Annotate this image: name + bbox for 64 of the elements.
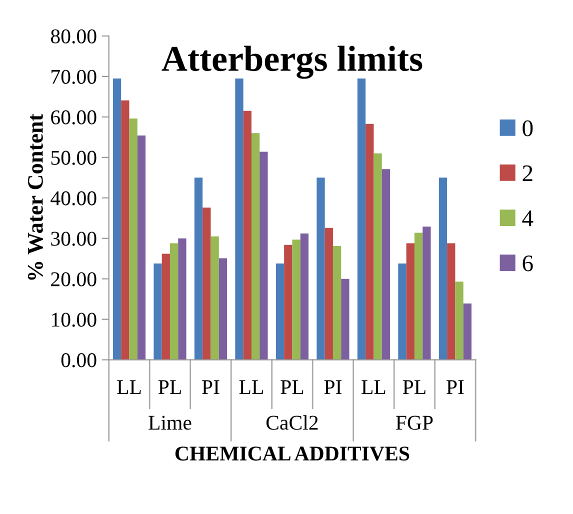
bar (382, 169, 390, 360)
bar (260, 152, 268, 360)
bar (202, 208, 211, 360)
text: Lime (148, 416, 192, 430)
x-tick-label: PL (158, 380, 181, 394)
bar (398, 263, 406, 360)
bar (178, 238, 186, 360)
bar (154, 263, 162, 360)
bar (112, 78, 122, 360)
bar (463, 304, 472, 360)
x-tick-label: PL (402, 380, 426, 394)
bar (341, 278, 350, 360)
bar (284, 244, 292, 360)
x-tick-label: PI (446, 380, 464, 394)
bar (300, 234, 309, 360)
bar (210, 236, 219, 360)
bar (170, 243, 178, 360)
y-tick-label: 0.00 (61, 353, 96, 368)
y-tick-label: 80.00 (50, 29, 96, 44)
bar (438, 178, 448, 360)
bar (276, 263, 284, 360)
bar (406, 243, 414, 360)
bar (243, 110, 252, 360)
legend-label: 4 (522, 210, 534, 226)
bar (121, 100, 130, 360)
bar (162, 254, 170, 360)
x-tick-label: PI (324, 380, 342, 394)
bar (332, 246, 342, 360)
bar (316, 178, 325, 360)
chart-title: Atterbergs limits (162, 46, 422, 79)
bar (194, 178, 203, 360)
x-tick-label: PI (202, 380, 220, 394)
x-tick-label: LL (239, 380, 263, 394)
bar (235, 78, 244, 360)
bar (414, 232, 423, 360)
bar (357, 78, 366, 360)
bar (447, 243, 456, 360)
y-tick-label: 30.00 (51, 232, 96, 246)
bar (422, 226, 431, 360)
y-tick-label: 50.00 (51, 150, 96, 165)
text: CaCl2 (266, 415, 318, 430)
bar (218, 258, 228, 360)
legend-label: 2 (522, 165, 532, 182)
legend-label: 6 (522, 255, 533, 272)
bar (455, 282, 464, 360)
y-axis-title: % Water Content (28, 114, 44, 280)
x-axis-title: CHEMICAL ADDITIVES (175, 446, 410, 461)
legend-label: 0 (522, 120, 533, 136)
bar (129, 118, 138, 360)
y-tick-label: 10.00 (52, 312, 96, 327)
x-tick-label: LL (117, 380, 141, 394)
bar (366, 124, 374, 360)
bar (292, 240, 300, 360)
y-tick-label: 20.00 (51, 272, 96, 286)
bar (137, 136, 146, 360)
bar (374, 153, 382, 360)
bar (251, 133, 260, 360)
x-tick-label: LL (362, 380, 386, 394)
y-tick-label: 70.00 (52, 70, 96, 84)
text: FGP (396, 416, 433, 430)
y-tick-label: 60.00 (51, 110, 96, 124)
x-tick-label: PL (280, 380, 304, 394)
bar (324, 228, 333, 360)
y-tick-label: 40.00 (50, 191, 96, 206)
